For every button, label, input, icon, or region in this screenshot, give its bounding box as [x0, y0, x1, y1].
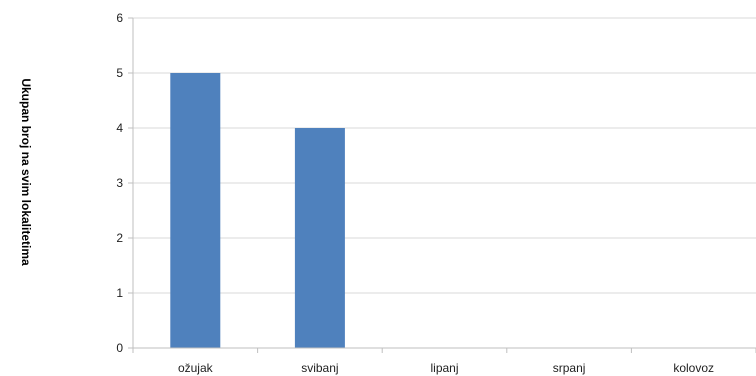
y-tick-label: 3 [116, 176, 123, 190]
x-tick-label: lipanj [430, 361, 458, 375]
x-tick-label: svibanj [301, 361, 338, 375]
y-tick-labels: 0 1 2 3 4 5 6 [116, 11, 123, 355]
x-tick-label: kolovoz [673, 361, 714, 375]
x-tick-label: ožujak [178, 361, 214, 375]
bar-svibanj [294, 128, 345, 348]
bar-ožujak [170, 73, 221, 348]
y-tick-label: 4 [116, 121, 123, 135]
x-tick-labels: ožujak svibanj lipanj srpanj kolovoz [178, 361, 714, 375]
y-axis-label: Ukupan broj na svim lokalitetima [19, 78, 33, 266]
x-tick-label: srpanj [553, 361, 586, 375]
bars [170, 73, 345, 348]
axes [132, 18, 756, 353]
y-tick-label: 0 [116, 341, 123, 355]
gridlines [128, 17, 756, 349]
y-tick-label: 6 [116, 11, 123, 25]
y-tick-label: 1 [116, 286, 123, 300]
y-tick-label: 2 [116, 231, 123, 245]
y-tick-label: 5 [116, 66, 123, 80]
